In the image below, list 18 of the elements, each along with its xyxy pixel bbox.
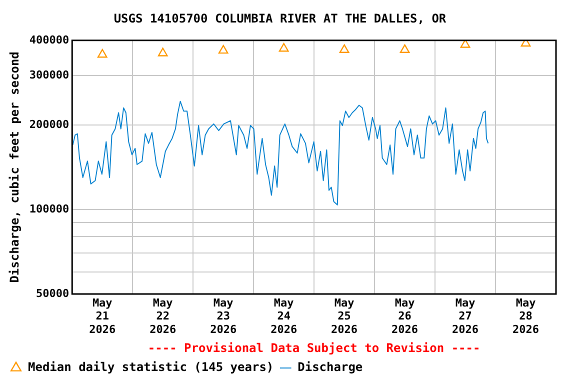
x-tick-label: May 28 2026 [512, 296, 540, 336]
y-tick-label: 400000 [29, 33, 70, 46]
y-tick-label: 200000 [29, 118, 70, 131]
text: ---- Provisional Data Subject to Revision ---- [148, 340, 480, 355]
legend-label: Median daily statistic (145 years) [28, 360, 274, 374]
y-axis-title: Discharge, cubic feet per second [7, 52, 22, 283]
x-tick-label: May 26 2026 [392, 296, 418, 336]
y-tick-label: 50000 [36, 286, 70, 300]
x-tick-label: May 21 2026 [89, 296, 116, 336]
x-tick-label: May 23 2026 [210, 296, 237, 336]
x-tick-label: May 25 2026 [331, 296, 358, 336]
legend-label: Discharge [298, 360, 363, 374]
x-tick-label: May 27 2026 [452, 296, 479, 336]
chart-title: USGS 14105700 COLUMBIA RIVER AT THE DALLES, OR [114, 11, 447, 26]
y-tick-label: 100000 [29, 202, 70, 216]
y-tick-label: 300000 [29, 68, 70, 82]
x-tick-label: May 24 2026 [270, 296, 298, 336]
x-tick-label: May 22 2026 [150, 296, 176, 336]
